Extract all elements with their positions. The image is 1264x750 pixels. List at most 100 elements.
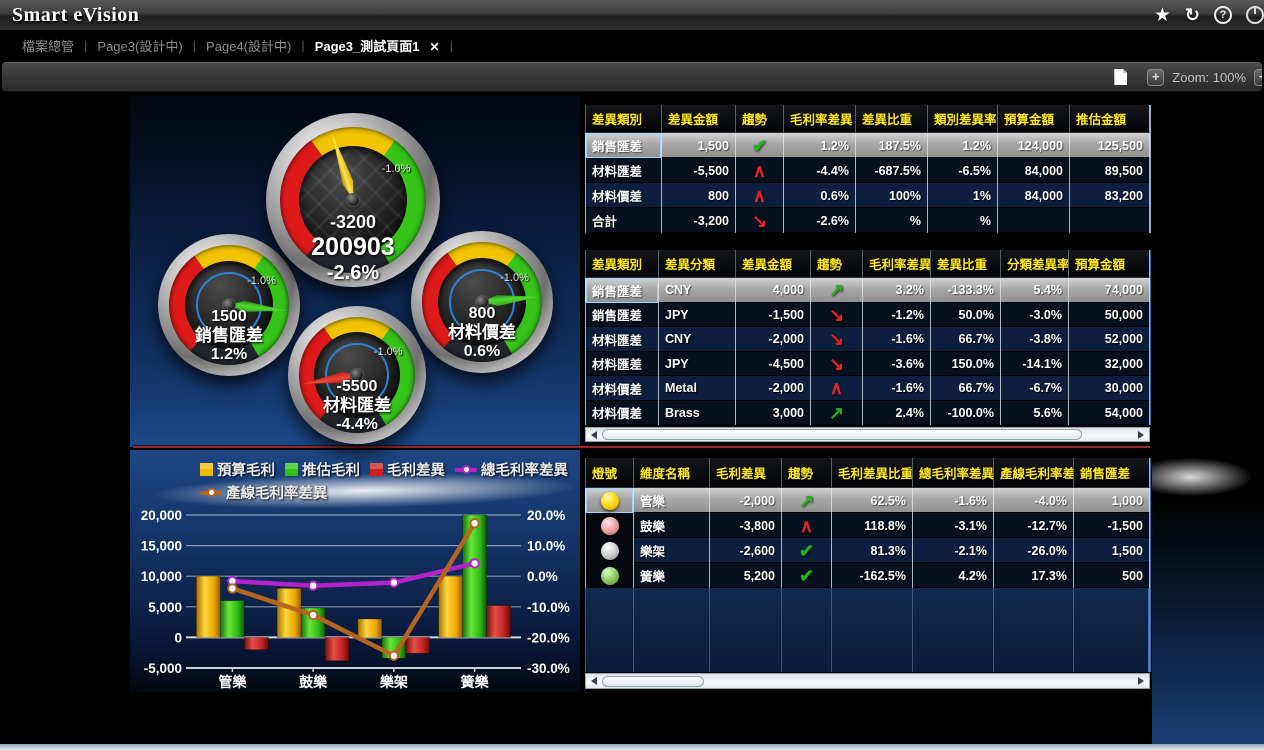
svg-text:15,000: 15,000 bbox=[141, 539, 182, 554]
column-header[interactable]: 預算金額 bbox=[997, 105, 1069, 133]
tab-item[interactable]: 檔案總管 bbox=[22, 38, 75, 54]
refresh-icon[interactable]: ↻ bbox=[1184, 4, 1200, 25]
new-page-icon[interactable] bbox=[1114, 69, 1128, 85]
table-cell: ↘ bbox=[810, 302, 862, 327]
dimension-profit-table: 燈號維度名稱毛利差異趨勢毛利差異比重總毛利率差異產線毛利率差異銷售匯差管樂-2,… bbox=[585, 458, 1151, 672]
legend-item: 總毛利率差異 bbox=[455, 459, 568, 480]
column-header[interactable]: 趨勢 bbox=[781, 458, 831, 488]
scroll-right-arrow[interactable] bbox=[1138, 677, 1144, 685]
table-cell: 0.6% bbox=[783, 183, 855, 208]
table-cell: ∧ bbox=[735, 183, 783, 208]
table-row-selected[interactable]: 銷售匯差 CNY 4,000 ↗ 3.2% -133.3% 5.4% 74,000 bbox=[585, 278, 1150, 303]
table-cell: 銷售匯差 bbox=[585, 278, 658, 303]
column-header[interactable]: 趨勢 bbox=[735, 105, 783, 133]
table-cell: 2.4% bbox=[862, 400, 930, 425]
table-row-selected[interactable]: 管樂 -2,000 ↗ 62.5% -1.6% -4.0% 1,000 bbox=[585, 488, 1150, 513]
table-cell: -2.6% bbox=[783, 208, 855, 233]
column-header[interactable]: 推估金額 bbox=[1069, 105, 1150, 133]
svg-text:-30.0%: -30.0% bbox=[527, 661, 570, 676]
table-cell: ✔ bbox=[781, 538, 831, 563]
tab-separator: | bbox=[449, 37, 453, 53]
table-header-row: 燈號維度名稱毛利差異趨勢毛利差異比重總毛利率差異產線毛利率差異銷售匯差 bbox=[585, 458, 1150, 488]
table-cell: ∧ bbox=[810, 376, 862, 401]
table-cell: 1% bbox=[927, 183, 997, 208]
table-row[interactable]: 簧樂 5,200 ✔ -162.5% 4.2% 17.3% 500 bbox=[585, 563, 1150, 588]
column-header[interactable]: 類別差異率 bbox=[927, 105, 997, 133]
column-header[interactable]: 毛利率差異 bbox=[783, 105, 855, 133]
table-cell: 500 bbox=[1073, 563, 1150, 588]
column-header[interactable]: 毛利率差異 bbox=[862, 250, 930, 278]
column-header[interactable]: 差異金額 bbox=[735, 250, 810, 278]
table-row[interactable]: 材料匯差 CNY -2,000 ↘ -1.6% 66.7% -3.8% 52,000 bbox=[585, 327, 1150, 352]
svg-text:20.0%: 20.0% bbox=[527, 508, 565, 523]
column-header[interactable]: 差異金額 bbox=[661, 105, 735, 133]
table-row[interactable]: 材料價差 Metal -2,000 ∧ -1.6% 66.7% -6.7% 30,000 bbox=[585, 376, 1150, 401]
table-cell: 125,500 bbox=[1069, 133, 1150, 158]
table-cell: -100.0% bbox=[930, 400, 1000, 425]
tab-item-active[interactable]: Page3_測試頁面1 ✕ bbox=[314, 38, 440, 54]
table-row[interactable]: 材料匯差 -5,500 ∧ -4.4% -687.5% -6.5% 84,000 89,500 bbox=[585, 158, 1150, 183]
table-row[interactable]: 合計 -3,200 ↘ -2.6%%% bbox=[585, 208, 1150, 233]
power-icon[interactable] bbox=[1246, 6, 1264, 24]
table-cell: 銷售匯差 bbox=[585, 302, 658, 327]
column-header[interactable]: 維度名稱 bbox=[633, 458, 709, 488]
table-row-selected[interactable]: 銷售匯差 1,500 ✔ 1.2% 187.5% 1.2% 124,000 125,500 bbox=[585, 133, 1150, 158]
help-icon[interactable]: ? bbox=[1214, 6, 1232, 24]
table-cell: 84,000 bbox=[997, 158, 1069, 183]
column-header[interactable]: 差異類別 bbox=[585, 105, 661, 133]
table-row[interactable]: 材料匯差 JPY -4,500 ↘ -3.6% 150.0% -14.1% 32,000 bbox=[585, 351, 1150, 376]
table-cell: 1.2% bbox=[927, 133, 997, 158]
column-header[interactable]: 產線毛利率差異 bbox=[993, 458, 1073, 488]
column-header[interactable]: 差異類別 bbox=[585, 250, 658, 278]
column-header[interactable]: 銷售匯差 bbox=[1073, 458, 1150, 488]
column-header[interactable]: 分類差異率 bbox=[1000, 250, 1068, 278]
table-cell: ∧ bbox=[781, 513, 831, 538]
tab-item[interactable]: Page4(設計中) bbox=[206, 38, 292, 54]
table-cell: 材料價差 bbox=[585, 183, 661, 208]
table-row[interactable]: 銷售匯差 JPY -1,500 ↘ -1.2% 50.0% -3.0% 50,000 bbox=[585, 302, 1150, 327]
scroll-left-arrow[interactable] bbox=[591, 430, 597, 439]
table3-horizontal-scrollbar[interactable] bbox=[585, 673, 1150, 689]
favorite-star-icon[interactable]: ★ bbox=[1153, 4, 1171, 26]
table-row[interactable]: 樂架 -2,600 ✔ 81.3% -2.1% -26.0% 1,500 bbox=[585, 538, 1150, 563]
table-cell: 84,000 bbox=[997, 183, 1069, 208]
svg-text:10.0%: 10.0% bbox=[527, 539, 565, 554]
column-header[interactable]: 趨勢 bbox=[810, 250, 862, 278]
category-variance-table: 差異類別 差異金額 趨勢 毛利率差異 差異比重 類別差異率 預算金額 推估金額 銷售匯差 1,50… bbox=[585, 105, 1151, 233]
scrollbar-thumb[interactable] bbox=[602, 429, 1082, 440]
table-cell: 簧樂 bbox=[633, 563, 709, 588]
table-cell: CNY bbox=[658, 278, 735, 303]
table2-horizontal-scrollbar[interactable] bbox=[585, 427, 1150, 442]
column-header[interactable]: 差異分類 bbox=[658, 250, 735, 278]
svg-text:-10.0%: -10.0% bbox=[527, 600, 570, 615]
table-cell: JPY bbox=[658, 351, 735, 376]
scroll-right-arrow[interactable] bbox=[1138, 430, 1144, 439]
gauge-threshold-label: -1.0% bbox=[381, 163, 411, 176]
table-row[interactable]: 材料價差 Brass 3,000 ↗ 2.4% -100.0% 5.6% 54,000 bbox=[585, 400, 1150, 425]
column-header[interactable]: 燈號 bbox=[585, 458, 633, 488]
column-header[interactable]: 差異比重 bbox=[855, 105, 927, 133]
column-header[interactable]: 總毛利率差異 bbox=[912, 458, 993, 488]
column-header[interactable]: 差異比重 bbox=[930, 250, 1000, 278]
table-row[interactable]: 材料價差 800 ∧ 0.6% 100% 1% 84,000 83,200 bbox=[585, 183, 1150, 208]
table-cell: % bbox=[855, 208, 927, 233]
gauge-hub bbox=[346, 193, 360, 207]
scroll-left-arrow[interactable] bbox=[591, 677, 597, 685]
gauge-hub bbox=[475, 295, 489, 309]
table-cell: 4.2% bbox=[912, 563, 993, 588]
scrollbar-thumb[interactable] bbox=[602, 675, 704, 687]
status-light-icon bbox=[600, 566, 619, 585]
column-header[interactable]: 毛利差異 bbox=[709, 458, 781, 488]
table-row[interactable]: 鼓樂 -3,800 ∧ 118.8% -3.1% -12.7% -1,500 bbox=[585, 513, 1150, 538]
tab-close-icon[interactable]: ✕ bbox=[429, 39, 440, 54]
table-cell: 50.0% bbox=[930, 302, 1000, 327]
zoom-in-button[interactable]: + bbox=[1147, 68, 1165, 86]
table-header-row: 差異類別 差異分類 差異金額 趨勢 毛利率差異 差異比重 分類差異率 預算金額 bbox=[585, 250, 1150, 278]
column-header[interactable]: 預算金額 bbox=[1068, 250, 1150, 278]
tab-item[interactable]: Page3(設計中) bbox=[97, 38, 183, 54]
status-light-icon bbox=[600, 491, 619, 510]
svg-text:管樂: 管樂 bbox=[218, 674, 247, 690]
zoom-out-button[interactable]: + bbox=[1254, 68, 1262, 86]
table-header-row: 差異類別 差異金額 趨勢 毛利率差異 差異比重 類別差異率 預算金額 推估金額 bbox=[585, 105, 1150, 133]
column-header[interactable]: 毛利差異比重 bbox=[831, 458, 912, 488]
